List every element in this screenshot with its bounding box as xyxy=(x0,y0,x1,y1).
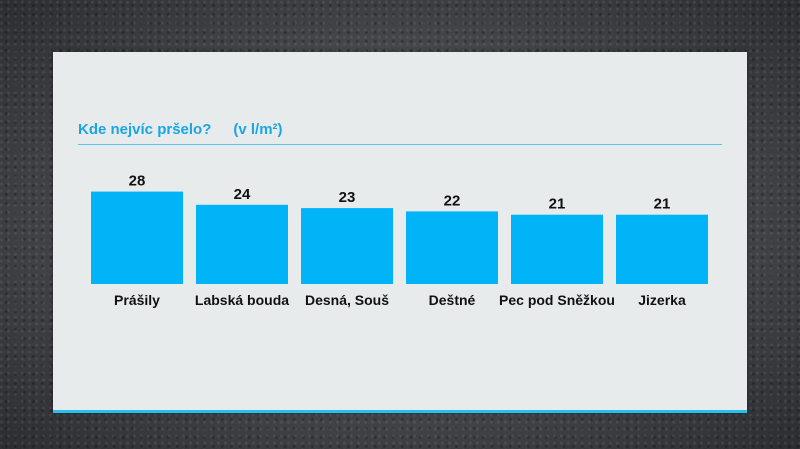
category-label: Deštné xyxy=(429,292,476,308)
chart-title-text: Kde nejvíc pršelo? xyxy=(78,121,212,138)
bar-0 xyxy=(91,191,183,284)
category-label: Desná, Souš xyxy=(305,292,389,308)
bar-value-label: 21 xyxy=(549,196,566,213)
chart-title: Kde nejvíc pršelo? (v l/m²) xyxy=(78,121,283,138)
category-label: Pec pod Sněžkou xyxy=(499,292,615,308)
bar-2 xyxy=(301,208,393,284)
bar-value-label: 22 xyxy=(444,192,461,209)
bar-3 xyxy=(406,211,498,284)
chart-panel: Kde nejvíc pršelo? (v l/m²) 28 Prášily 24 La… xyxy=(53,52,747,413)
bar-chart: 28 Prášily 24 Labská bouda 23 Desná, Souš 22 De… xyxy=(91,173,708,308)
bar-value-label: 28 xyxy=(129,173,146,190)
bar-value-label: 21 xyxy=(654,196,671,213)
bar-4 xyxy=(511,214,603,284)
bar-value-label: 24 xyxy=(234,186,251,203)
category-label: Jizerka xyxy=(638,292,686,308)
bar-5 xyxy=(616,214,708,284)
category-label: Labská bouda xyxy=(195,292,289,308)
category-label: Prášily xyxy=(114,292,160,308)
bar-1 xyxy=(196,204,288,284)
bar-value-label: 23 xyxy=(339,189,356,206)
panel-accent-line xyxy=(53,410,747,413)
title-rule xyxy=(78,144,722,145)
chart-unit: (v l/m²) xyxy=(233,121,283,138)
